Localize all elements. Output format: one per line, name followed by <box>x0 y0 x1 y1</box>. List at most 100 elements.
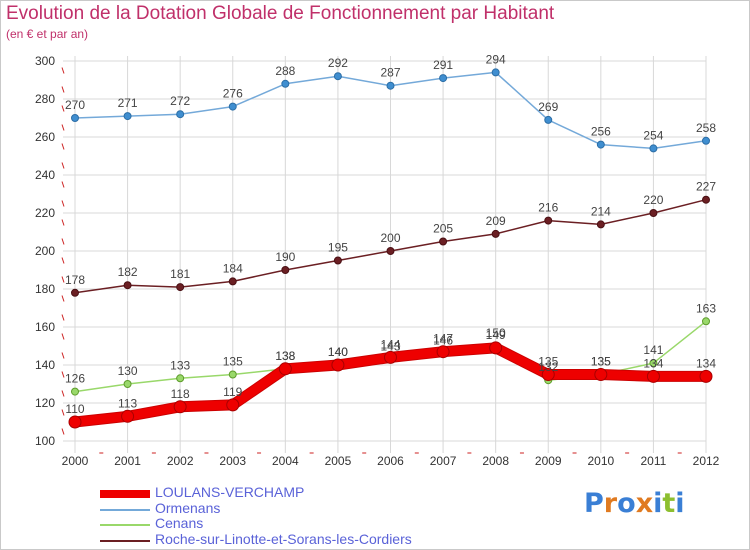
data-point-roche <box>386 247 395 255</box>
data-point-roche <box>123 281 132 290</box>
legend-swatch-roche-sur-linotte <box>100 540 150 542</box>
y-minor-tick <box>61 105 65 112</box>
x-tick-label: 2009 <box>535 454 562 468</box>
data-point-roche <box>439 237 448 246</box>
y-tick-label: 200 <box>35 244 55 258</box>
data-point-ormenans <box>491 68 500 77</box>
x-tick-label: 2008 <box>482 454 509 468</box>
logo-letter: x <box>635 488 654 519</box>
data-label-loulans: 140 <box>328 345 348 359</box>
data-label-loulans: 147 <box>433 332 453 346</box>
series-lines <box>68 68 713 429</box>
legend-label: Roche-sur-Linotte-et-Sorans-les-Cordiers <box>155 531 412 547</box>
grid <box>63 56 707 453</box>
data-point-loulans <box>278 362 292 376</box>
y-tick-label: 100 <box>35 434 55 448</box>
legend-label: Ormenans <box>155 500 221 516</box>
y-minor-tick <box>61 295 65 302</box>
data-label-ormenans: 292 <box>328 56 348 70</box>
data-label-roche: 190 <box>275 250 295 264</box>
data-point-loulans <box>699 369 713 383</box>
data-label-ormenans: 276 <box>223 87 243 101</box>
data-point-loulans <box>68 415 82 429</box>
logo-letter: i <box>653 488 663 519</box>
data-label-cenans: 150 <box>486 326 506 340</box>
data-label-ormenans: 288 <box>275 64 295 78</box>
data-point-loulans <box>226 398 240 412</box>
data-label-ormenans: 256 <box>591 125 611 139</box>
y-tick-label: 120 <box>35 396 55 410</box>
x-tick-label: 2003 <box>219 454 246 468</box>
logo-letter: i <box>675 488 685 519</box>
data-label-ormenans: 254 <box>643 128 663 142</box>
data-label-loulans: 134 <box>696 356 716 370</box>
data-point-ormenans <box>702 136 710 145</box>
y-tick-label: 240 <box>35 168 55 182</box>
data-label-roche: 178 <box>65 273 85 287</box>
data-point-cenans <box>176 374 185 383</box>
data-label-roche: 220 <box>643 193 663 207</box>
y-tick-label: 140 <box>35 358 55 372</box>
data-label-roche: 200 <box>380 231 400 245</box>
data-label-roche: 216 <box>538 201 558 215</box>
y-minor-tick <box>61 67 65 74</box>
x-tick-label: 2004 <box>272 454 299 468</box>
y-tick-label: 160 <box>35 320 55 334</box>
y-minor-tick <box>61 124 65 131</box>
x-tick-label: 2000 <box>62 454 89 468</box>
x-tick-label: 2006 <box>377 454 404 468</box>
data-label-roche: 227 <box>696 180 716 194</box>
data-point-ormenans <box>228 102 237 111</box>
data-label-cenans: 132 <box>538 360 558 374</box>
data-point-cenans <box>71 387 79 396</box>
data-point-ormenans <box>71 114 79 122</box>
y-minor-tick <box>61 181 65 188</box>
y-minor-tick <box>61 86 65 93</box>
data-label-cenans: 141 <box>643 343 663 357</box>
data-point-roche <box>176 283 185 292</box>
logo-letter: r <box>603 488 618 519</box>
data-label-roche: 181 <box>170 267 190 281</box>
data-point-ormenans <box>596 140 605 149</box>
data-point-roche <box>702 195 710 204</box>
data-point-loulans <box>489 341 503 355</box>
data-point-loulans <box>384 350 397 364</box>
data-label-cenans: 135 <box>223 355 243 369</box>
x-tick-label: 2007 <box>430 454 457 468</box>
data-point-roche <box>281 266 290 274</box>
y-tick-label: 280 <box>35 92 55 106</box>
y-minor-tick <box>61 352 65 359</box>
y-tick-label: 260 <box>35 130 55 144</box>
legend-swatch-cenans <box>100 524 150 526</box>
data-point-loulans <box>331 358 345 372</box>
legend-swatch-ormenans <box>100 509 150 511</box>
data-label-cenans: 140 <box>328 345 348 359</box>
y-minor-tick <box>61 314 65 321</box>
x-tick-label: 2005 <box>325 454 352 468</box>
data-label-cenans: 126 <box>65 372 85 386</box>
logo-letter: t <box>662 488 676 519</box>
data-point-loulans <box>436 345 450 359</box>
data-point-ormenans <box>281 79 290 88</box>
data-point-loulans <box>594 368 608 381</box>
data-point-ormenans <box>649 144 658 153</box>
data-label-loulans: 149 <box>486 328 506 342</box>
data-point-cenans <box>702 317 710 326</box>
data-label-roche: 195 <box>328 241 348 255</box>
y-tick-label: 300 <box>35 54 55 68</box>
data-point-loulans <box>121 409 135 423</box>
data-label-loulans: 144 <box>380 337 400 351</box>
data-point-loulans <box>646 369 660 383</box>
y-tick-label: 220 <box>35 206 55 220</box>
data-label-roche: 184 <box>223 261 243 275</box>
chart-title: Evolution de la Dotation Globale de Fonc… <box>6 3 555 24</box>
data-label-cenans: 138 <box>275 349 295 363</box>
data-point-cenans <box>123 380 132 388</box>
axes: 100 120 140 160 180 200 220 240 260 280 300 2000 200… <box>35 54 720 468</box>
y-minor-tick <box>61 219 65 226</box>
data-label-cenans: 133 <box>170 358 190 372</box>
data-label-loulans: 110 <box>65 402 84 416</box>
data-label-cenans: 143 <box>380 339 400 353</box>
data-labels: 178 182 181 184 190 195 200 205 209 216 214 220 227 1… <box>65 52 716 416</box>
